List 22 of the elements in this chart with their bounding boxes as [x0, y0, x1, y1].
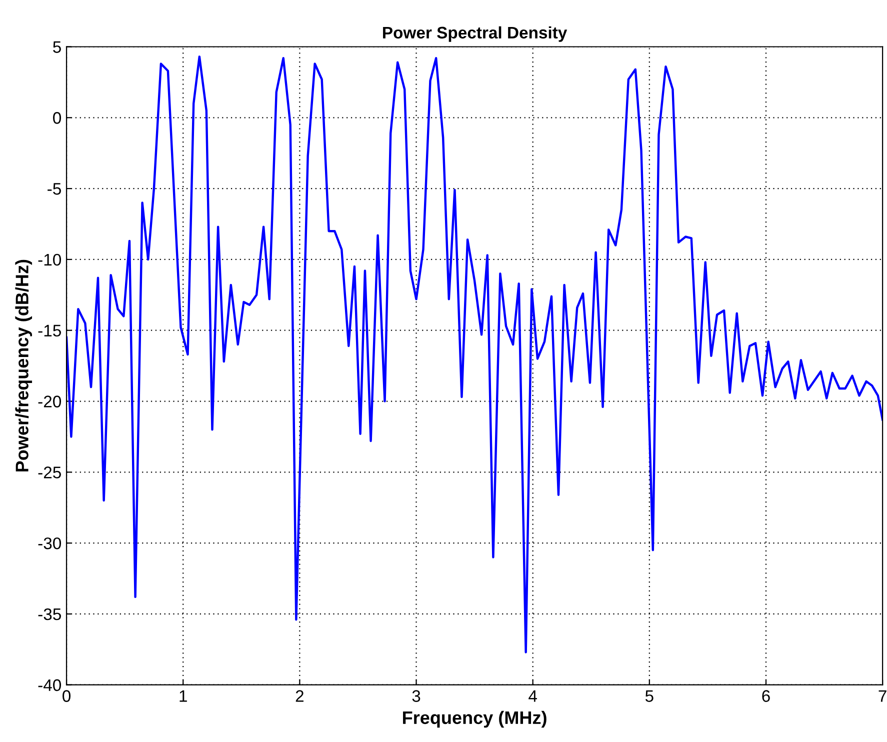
x-tick-label: 3 [412, 690, 420, 702]
y-axis-title: Power/frequency (dB/Hz) [15, 260, 32, 472]
x-tick-label: 2 [296, 690, 304, 702]
x-tick-label: 1 [180, 690, 187, 702]
x-tick-label: 7 [878, 690, 886, 702]
y-tick-label: -5 [48, 183, 61, 195]
y-tick-label: -10 [38, 254, 62, 266]
y-tick-label: -20 [38, 396, 62, 408]
line-series [66, 56, 883, 654]
y-tick-label: -25 [38, 466, 61, 478]
y-tick-label: -30 [38, 537, 62, 550]
y-tick-label: 0 [53, 112, 62, 124]
y-tick-label: 5 [53, 41, 61, 53]
x-axis-title: Frequency (MHz) [403, 710, 546, 728]
y-tick-label: -40 [38, 679, 62, 692]
x-tick-label: 5 [645, 690, 654, 702]
y-tick-label: -15 [38, 324, 61, 337]
x-tick-label: 4 [528, 690, 537, 702]
chart-title: Power Spectral Density [383, 26, 568, 42]
x-tick-label: 0 [62, 690, 71, 702]
x-tick-label: 6 [762, 690, 770, 702]
y-tick-label: -35 [38, 608, 61, 620]
